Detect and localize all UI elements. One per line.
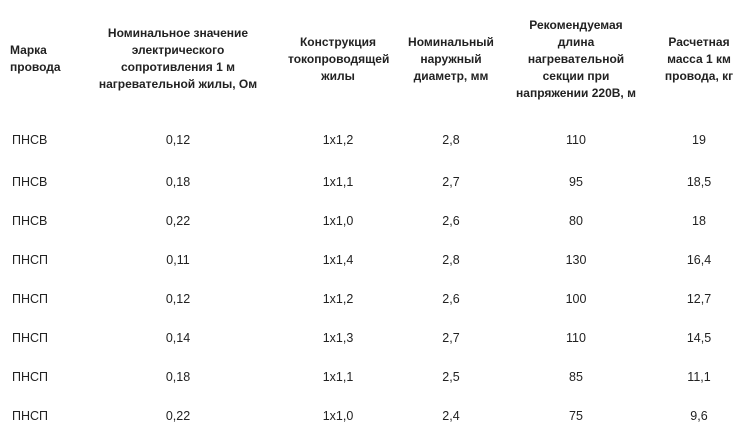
header-outer-diameter-text: Номинальный наружный диаметр, мм xyxy=(408,34,494,83)
cell-outer-diameter: 2,7 xyxy=(442,330,460,345)
table-row: ПНСП 0,18 1х1,1 2,5 85 11,1 xyxy=(0,357,750,396)
header-conductor-construction-text: Конструкция токопроводящей жилы xyxy=(288,34,390,83)
table-row: ПНСП 0,14 1х1,3 2,7 110 14,5 xyxy=(0,318,750,357)
header-resistance-text: Номинальное значение электрического сопр… xyxy=(98,26,258,91)
cell-conductor-construction: 1х1,0 xyxy=(322,408,354,423)
cell-wire-brand: ПНСВ xyxy=(12,213,48,228)
cell-recommended-length: 85 xyxy=(569,369,583,384)
cell-recommended-length: 100 xyxy=(565,291,587,306)
cell-estimated-mass: 16,4 xyxy=(686,252,712,267)
cell-estimated-mass: 11,1 xyxy=(687,369,711,384)
cell-estimated-mass: 12,7 xyxy=(686,291,712,306)
cell-conductor-construction: 1х1,1 xyxy=(322,369,354,384)
cell-conductor-construction: 1х1,1 xyxy=(322,174,354,189)
cell-conductor-construction: 1х1,2 xyxy=(322,133,354,147)
table-row: ПНСВ 0,22 1х1,0 2,6 80 18 xyxy=(0,201,750,240)
header-wire-brand: Марка провода xyxy=(0,0,78,118)
cell-outer-diameter: 2,4 xyxy=(442,408,460,423)
cell-wire-brand: ПНСП xyxy=(12,369,49,384)
header-conductor-construction: Конструкция токопроводящей жилы xyxy=(278,0,398,118)
cell-recommended-length: 80 xyxy=(569,213,583,228)
header-estimated-mass-text: Расчетная масса 1 км провода, кг xyxy=(664,34,734,83)
header-recommended-length: Рекомендуемая длина нагревательной секци… xyxy=(504,0,648,118)
cell-conductor-construction: 1х1,3 xyxy=(322,330,354,345)
table-row: ПНСП 0,11 1х1,4 2,8 130 16,4 xyxy=(0,240,750,279)
cell-outer-diameter: 2,8 xyxy=(442,133,460,147)
table-row: ПНСП 0,22 1х1,0 2,4 75 9,6 xyxy=(0,396,750,435)
cell-outer-diameter: 2,6 xyxy=(442,291,460,306)
cell-conductor-construction: 1х1,2 xyxy=(322,291,354,306)
header-outer-diameter: Номинальный наружный диаметр, мм xyxy=(398,0,504,118)
table-row: ПНСП 0,12 1х1,2 2,6 100 12,7 xyxy=(0,279,750,318)
cell-recommended-length: 110 xyxy=(566,133,586,147)
cell-outer-diameter: 2,8 xyxy=(442,252,460,267)
table-header-row: Марка провода Номинальное значение элект… xyxy=(0,0,750,118)
cell-wire-brand: ПНСВ xyxy=(12,133,48,147)
cell-wire-brand: ПНСП xyxy=(12,330,49,345)
cell-estimated-mass: 14,5 xyxy=(686,330,712,345)
cell-recommended-length: 75 xyxy=(569,408,583,423)
header-resistance: Номинальное значение электрического сопр… xyxy=(78,0,278,118)
header-recommended-length-text: Рекомендуемая длина нагревательной секци… xyxy=(516,17,636,100)
header-estimated-mass: Расчетная масса 1 км провода, кг xyxy=(648,0,750,118)
cell-resistance: 0,18 xyxy=(165,369,191,384)
table-row: ПНСВ 0,12 1х1,2 2,8 110 19 xyxy=(0,118,750,162)
cell-outer-diameter: 2,5 xyxy=(442,369,460,384)
cell-estimated-mass: 18,5 xyxy=(686,174,712,189)
cell-recommended-length: 95 xyxy=(569,174,583,189)
cell-resistance: 0,22 xyxy=(165,408,191,423)
cell-recommended-length: 110 xyxy=(566,330,586,345)
cell-recommended-length: 130 xyxy=(565,252,587,267)
cell-wire-brand: ПНСП xyxy=(12,408,49,423)
cell-resistance: 0,18 xyxy=(165,174,191,189)
cell-outer-diameter: 2,6 xyxy=(442,213,460,228)
cell-resistance: 0,22 xyxy=(165,213,191,228)
cell-estimated-mass: 9,6 xyxy=(690,408,708,423)
cell-conductor-construction: 1х1,4 xyxy=(322,252,354,267)
cell-wire-brand: ПНСВ xyxy=(12,174,48,189)
cell-wire-brand: ПНСП xyxy=(12,291,49,306)
cell-resistance: 0,12 xyxy=(165,133,191,147)
cell-outer-diameter: 2,7 xyxy=(442,174,460,189)
cell-resistance: 0,14 xyxy=(165,330,191,345)
header-wire-brand-text: Марка провода xyxy=(10,43,61,74)
cell-resistance: 0,11 xyxy=(166,252,190,267)
cell-estimated-mass: 18 xyxy=(692,213,706,228)
table-row: ПНСВ 0,18 1х1,1 2,7 95 18,5 xyxy=(0,162,750,201)
cell-resistance: 0,12 xyxy=(165,291,191,306)
cell-conductor-construction: 1х1,0 xyxy=(322,213,354,228)
cell-wire-brand: ПНСП xyxy=(12,252,49,267)
cell-estimated-mass: 19 xyxy=(692,133,706,147)
